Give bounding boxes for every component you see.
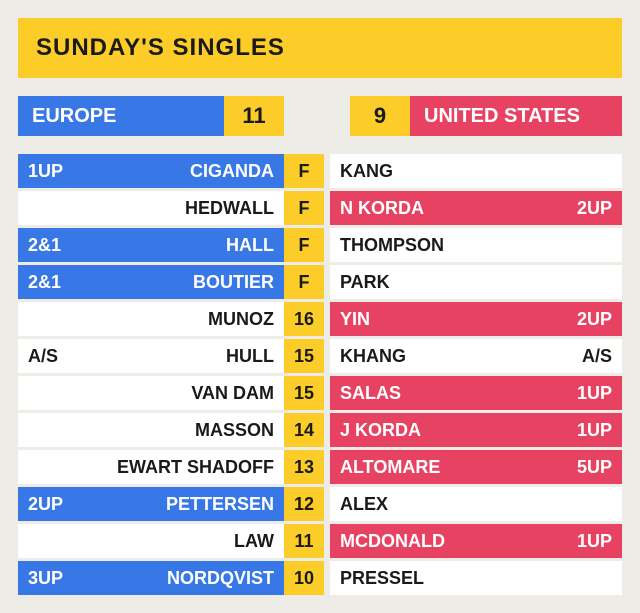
usa-side: THOMPSON <box>330 228 622 262</box>
usa-player: PARK <box>340 272 552 293</box>
hole-status: 10 <box>284 561 324 595</box>
match-row: VAN DAM15SALAS1UP <box>18 376 622 410</box>
europe-side: EWART SHADOFF <box>18 450 284 484</box>
match-row: MUNOZ16YIN2UP <box>18 302 622 336</box>
europe-player: EWART SHADOFF <box>88 457 274 478</box>
europe-player: MUNOZ <box>88 309 274 330</box>
europe-score: 2&1 <box>28 235 88 256</box>
match-row: MASSON14J KORDA1UP <box>18 413 622 447</box>
page-title: SUNDAY'S SINGLES <box>36 34 285 61</box>
europe-player: HALL <box>88 235 274 256</box>
europe-side: 2UPPETTERSEN <box>18 487 284 521</box>
europe-side: 1UPCIGANDA <box>18 154 284 188</box>
usa-score: 1UP <box>552 420 612 441</box>
hole-status: 14 <box>284 413 324 447</box>
europe-side: HEDWALL <box>18 191 284 225</box>
match-row: LAW11MCDONALD1UP <box>18 524 622 558</box>
hole-status: 15 <box>284 339 324 373</box>
europe-player: NORDQVIST <box>88 568 274 589</box>
europe-player: BOUTIER <box>88 272 274 293</box>
europe-side: 2&1BOUTIER <box>18 265 284 299</box>
match-row: EWART SHADOFF13ALTOMARE5UP <box>18 450 622 484</box>
usa-player: ALEX <box>340 494 552 515</box>
match-row: 1UPCIGANDAFKANG <box>18 154 622 188</box>
team-usa-score: 9 <box>350 96 410 136</box>
europe-side: 2&1HALL <box>18 228 284 262</box>
europe-side: LAW <box>18 524 284 558</box>
match-row: 2&1HALLFTHOMPSON <box>18 228 622 262</box>
usa-side: N KORDA2UP <box>330 191 622 225</box>
europe-score: 2UP <box>28 494 88 515</box>
scoreboard-container: SUNDAY'S SINGLES EUROPE 11 9 UNITED STAT… <box>0 0 640 613</box>
usa-player: YIN <box>340 309 552 330</box>
usa-side: ALTOMARE5UP <box>330 450 622 484</box>
europe-side: A/SHULL <box>18 339 284 373</box>
usa-player: SALAS <box>340 383 552 404</box>
hole-status: 12 <box>284 487 324 521</box>
europe-player: HEDWALL <box>88 198 274 219</box>
hole-status: 15 <box>284 376 324 410</box>
title-bar: SUNDAY'S SINGLES <box>18 18 622 78</box>
usa-player: PRESSEL <box>340 568 552 589</box>
match-list: 1UPCIGANDAFKANGHEDWALLFN KORDA2UP2&1HALL… <box>18 154 622 595</box>
europe-side: MUNOZ <box>18 302 284 336</box>
usa-side: MCDONALD1UP <box>330 524 622 558</box>
usa-side: YIN2UP <box>330 302 622 336</box>
usa-side: KHANGA/S <box>330 339 622 373</box>
europe-side: VAN DAM <box>18 376 284 410</box>
usa-player: N KORDA <box>340 198 552 219</box>
hole-status: F <box>284 191 324 225</box>
europe-player: CIGANDA <box>88 161 274 182</box>
usa-player: ALTOMARE <box>340 457 552 478</box>
team-europe-score: 11 <box>224 96 284 136</box>
usa-player: KHANG <box>340 346 552 367</box>
match-row: A/SHULL15KHANGA/S <box>18 339 622 373</box>
usa-player: THOMPSON <box>340 235 552 256</box>
europe-score: A/S <box>28 346 88 367</box>
usa-side: J KORDA1UP <box>330 413 622 447</box>
usa-side: SALAS1UP <box>330 376 622 410</box>
europe-player: VAN DAM <box>88 383 274 404</box>
usa-score: 1UP <box>552 531 612 552</box>
usa-side: PRESSEL <box>330 561 622 595</box>
usa-player: KANG <box>340 161 552 182</box>
europe-player: PETTERSEN <box>88 494 274 515</box>
hole-status: F <box>284 265 324 299</box>
hole-status: 13 <box>284 450 324 484</box>
usa-side: PARK <box>330 265 622 299</box>
hole-status: F <box>284 154 324 188</box>
score-header: EUROPE 11 9 UNITED STATES <box>18 96 622 136</box>
team-europe-label: EUROPE <box>18 96 224 136</box>
usa-score: 2UP <box>552 198 612 219</box>
usa-score: 2UP <box>552 309 612 330</box>
hole-status: 11 <box>284 524 324 558</box>
match-row: HEDWALLFN KORDA2UP <box>18 191 622 225</box>
europe-player: MASSON <box>88 420 274 441</box>
team-usa-label: UNITED STATES <box>410 96 622 136</box>
europe-side: MASSON <box>18 413 284 447</box>
usa-player: MCDONALD <box>340 531 552 552</box>
usa-player: J KORDA <box>340 420 552 441</box>
usa-score: 5UP <box>552 457 612 478</box>
usa-side: KANG <box>330 154 622 188</box>
europe-score: 1UP <box>28 161 88 182</box>
match-row: 2&1BOUTIERFPARK <box>18 265 622 299</box>
europe-player: LAW <box>88 531 274 552</box>
usa-score: 1UP <box>552 383 612 404</box>
match-row: 3UPNORDQVIST10PRESSEL <box>18 561 622 595</box>
europe-side: 3UPNORDQVIST <box>18 561 284 595</box>
usa-score: A/S <box>552 346 612 367</box>
hole-status: F <box>284 228 324 262</box>
hole-status: 16 <box>284 302 324 336</box>
europe-score: 3UP <box>28 568 88 589</box>
match-row: 2UPPETTERSEN12ALEX <box>18 487 622 521</box>
usa-side: ALEX <box>330 487 622 521</box>
europe-player: HULL <box>88 346 274 367</box>
score-gap <box>284 96 350 136</box>
europe-score: 2&1 <box>28 272 88 293</box>
